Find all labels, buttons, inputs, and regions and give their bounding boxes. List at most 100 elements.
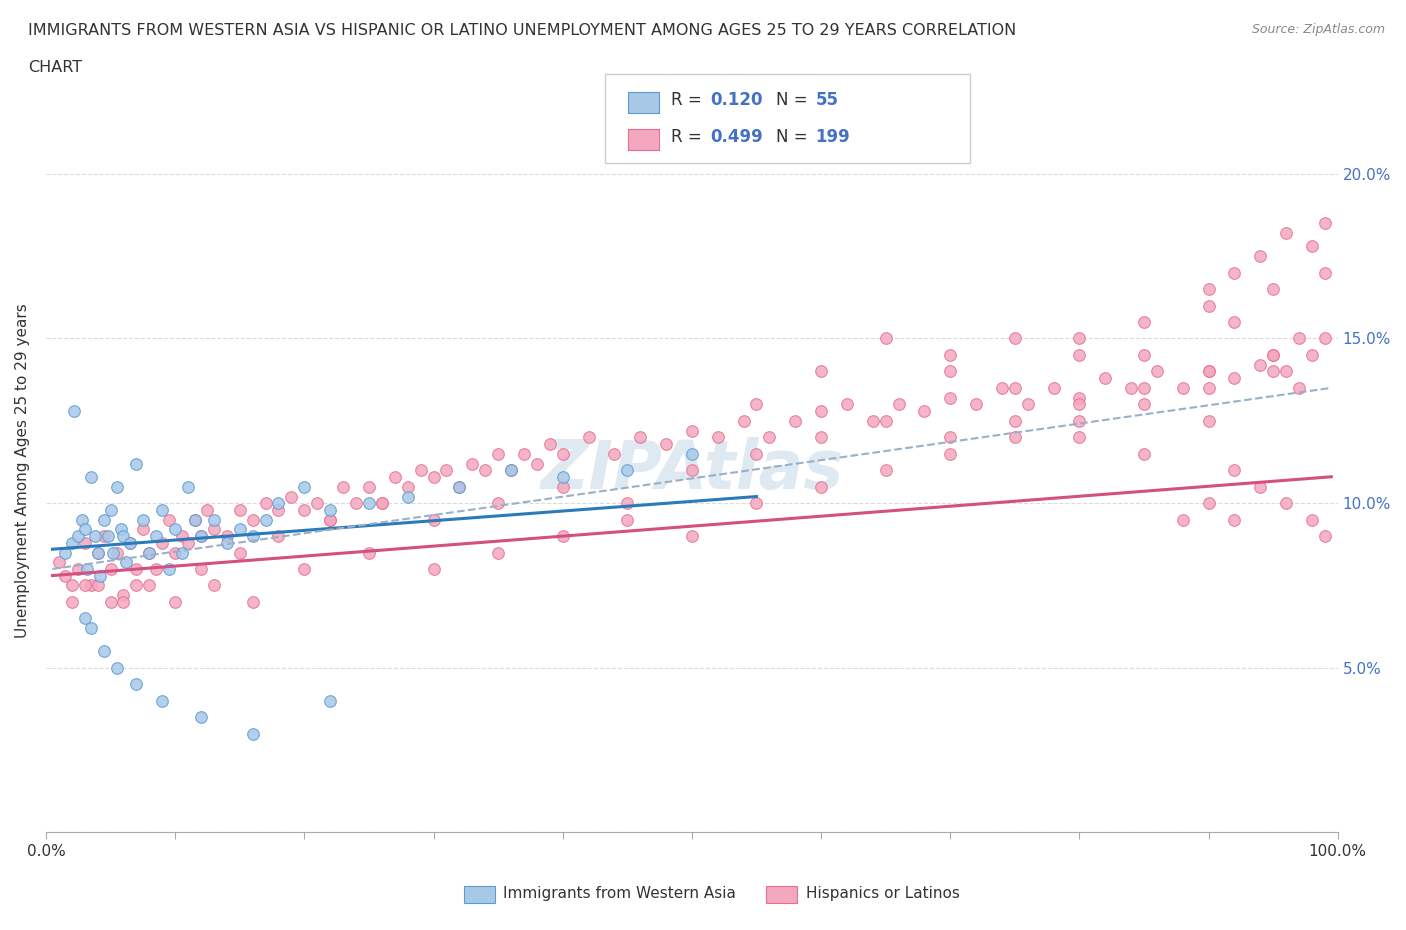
Point xyxy=(1198,380,1220,395)
Point xyxy=(242,594,264,609)
Point xyxy=(371,496,394,511)
Point xyxy=(242,512,264,527)
Point xyxy=(1249,357,1271,372)
Point xyxy=(939,364,962,379)
Point xyxy=(1198,364,1220,379)
Point xyxy=(1223,314,1246,329)
Point xyxy=(100,502,122,517)
Point xyxy=(939,391,962,405)
Point xyxy=(145,528,167,543)
Point xyxy=(112,588,135,603)
Point xyxy=(486,545,509,560)
Point xyxy=(267,528,290,543)
Point xyxy=(215,528,238,543)
Point xyxy=(132,512,155,527)
Point xyxy=(254,512,277,527)
Text: 55: 55 xyxy=(815,90,838,109)
Point xyxy=(745,397,768,412)
Point xyxy=(1223,463,1246,478)
Point xyxy=(165,594,187,609)
Point xyxy=(706,430,728,445)
Point xyxy=(145,562,167,577)
Text: 0.499: 0.499 xyxy=(710,127,763,146)
Point xyxy=(1249,248,1271,263)
Point xyxy=(63,404,86,418)
Point xyxy=(242,726,264,741)
Point xyxy=(267,496,290,511)
Point xyxy=(105,660,128,675)
Point xyxy=(60,578,83,593)
Point xyxy=(183,512,205,527)
Point xyxy=(101,545,124,560)
Text: CHART: CHART xyxy=(28,60,82,75)
Point xyxy=(409,463,432,478)
Text: R =: R = xyxy=(671,127,707,146)
Point xyxy=(1198,299,1220,313)
Point xyxy=(1094,370,1116,385)
Point xyxy=(1275,226,1298,241)
Point xyxy=(229,502,252,517)
Point xyxy=(461,457,484,472)
Point xyxy=(965,397,987,412)
Point xyxy=(89,568,111,583)
Point xyxy=(436,463,458,478)
Point xyxy=(229,522,252,537)
Point xyxy=(616,496,638,511)
Point xyxy=(1301,348,1323,363)
Point xyxy=(875,331,897,346)
Point xyxy=(1171,380,1194,395)
Point xyxy=(165,522,187,537)
Point xyxy=(132,522,155,537)
Point xyxy=(733,413,755,428)
Point xyxy=(150,535,173,550)
Point xyxy=(1133,314,1156,329)
Point xyxy=(551,528,574,543)
Point xyxy=(93,512,115,527)
Point xyxy=(810,364,832,379)
Point xyxy=(1288,331,1310,346)
Point xyxy=(486,446,509,461)
Point xyxy=(422,512,444,527)
Text: N =: N = xyxy=(776,90,813,109)
Point xyxy=(125,578,148,593)
Point xyxy=(875,463,897,478)
Point xyxy=(105,479,128,494)
Point xyxy=(115,555,138,570)
Point xyxy=(319,512,342,527)
Point xyxy=(80,470,103,485)
Point xyxy=(785,413,807,428)
Point xyxy=(449,479,471,494)
Point xyxy=(118,535,141,550)
Point xyxy=(616,463,638,478)
Point xyxy=(138,545,160,560)
Point xyxy=(1313,331,1336,346)
Point xyxy=(810,479,832,494)
Point xyxy=(73,578,96,593)
Point xyxy=(513,446,536,461)
Point xyxy=(681,446,703,461)
Point xyxy=(357,545,380,560)
Point xyxy=(48,555,70,570)
Point xyxy=(1301,512,1323,527)
Point xyxy=(165,545,187,560)
Point xyxy=(183,512,205,527)
Point xyxy=(875,413,897,428)
Point xyxy=(1004,413,1026,428)
Point xyxy=(1042,380,1064,395)
Point xyxy=(1263,364,1285,379)
Point xyxy=(887,397,910,412)
Point xyxy=(939,348,962,363)
Point xyxy=(60,594,83,609)
Point xyxy=(170,528,193,543)
Point xyxy=(242,528,264,543)
Point xyxy=(1133,348,1156,363)
Point xyxy=(1275,364,1298,379)
Point xyxy=(384,470,406,485)
Point xyxy=(499,463,522,478)
Point xyxy=(70,512,93,527)
Point xyxy=(745,446,768,461)
Point xyxy=(939,430,962,445)
Text: Immigrants from Western Asia: Immigrants from Western Asia xyxy=(503,886,737,901)
Point xyxy=(1069,391,1091,405)
Point xyxy=(60,535,83,550)
